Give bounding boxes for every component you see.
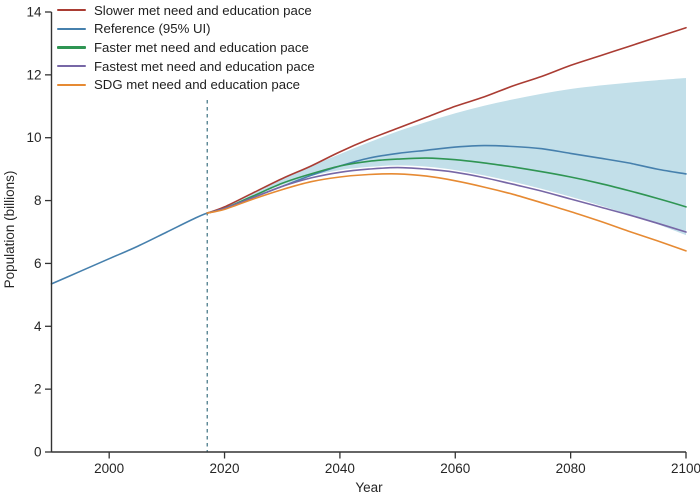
series-line-faster <box>206 157 687 214</box>
x-tick-label: 2020 <box>210 461 240 476</box>
y-tick-label: 6 <box>34 256 42 271</box>
legend-item-sdg: SDG met need and education pace <box>57 75 315 94</box>
legend-item-label: SDG met need and education pace <box>94 77 301 93</box>
x-tick-label: 2060 <box>440 461 470 476</box>
series-line-reference <box>50 144 687 285</box>
y-tick-label: 14 <box>26 5 42 20</box>
x-tick-label: 2100 <box>671 461 700 476</box>
series-line-fastest <box>206 166 687 233</box>
chart-legend: Slower met need and education pace Refer… <box>57 1 315 94</box>
legend-line-swatch <box>57 9 86 12</box>
y-tick-label: 10 <box>26 130 41 145</box>
y-tick-label: 12 <box>26 67 41 82</box>
x-tick-label: 2000 <box>94 461 124 476</box>
uncertainty-band <box>207 78 686 236</box>
x-axis-title: Year <box>355 480 383 495</box>
legend-line-swatch <box>57 46 86 49</box>
y-axis-title: Population (billions) <box>2 170 17 289</box>
y-tick-label: 8 <box>34 193 42 208</box>
legend-item-label: Reference (95% UI) <box>94 21 211 37</box>
y-tick-label: 2 <box>34 382 42 397</box>
legend-line-swatch <box>57 27 86 30</box>
series-line-sdg <box>206 172 687 252</box>
y-tick-label: 4 <box>34 319 42 334</box>
legend-item-slower: Slower met need and education pace <box>57 1 315 20</box>
legend-line-swatch <box>57 64 86 68</box>
x-tick-label: 2040 <box>325 461 355 476</box>
x-tick-label: 2080 <box>556 461 586 476</box>
legend-item-label: Faster met need and education pace <box>94 39 309 55</box>
legend-item-reference: Reference (95% UI) <box>57 20 315 39</box>
legend-line-swatch <box>57 83 86 86</box>
legend-item-faster: Faster met need and education pace <box>57 38 315 57</box>
legend-item-fastest: Fastest met need and education pace <box>57 57 315 76</box>
legend-item-label: Slower met need and education pace <box>94 2 312 18</box>
y-tick-label: 0 <box>34 445 42 460</box>
series-line-slower <box>206 26 687 214</box>
legend-item-label: Fastest met need and education pace <box>94 58 315 74</box>
